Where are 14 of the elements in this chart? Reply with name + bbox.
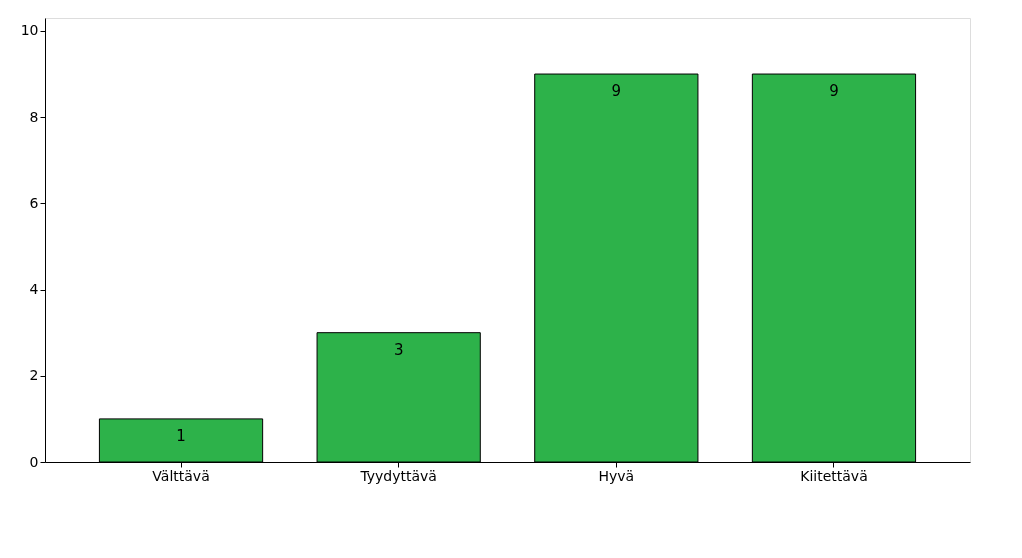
y-tick-label: 0 bbox=[29, 453, 39, 470]
data-label: 9 bbox=[829, 82, 839, 101]
x-tick-label: Kiitettävä bbox=[800, 467, 868, 484]
x-tick-label: Tyydyttävä bbox=[359, 467, 437, 484]
y-tick-label: 6 bbox=[29, 194, 39, 211]
y-tick-label: 10 bbox=[20, 22, 39, 39]
y-tick-label: 4 bbox=[29, 281, 39, 298]
x-tick-label: Hyvä bbox=[598, 467, 635, 484]
data-label: 3 bbox=[393, 340, 404, 359]
x-tick-label: Välttävä bbox=[152, 467, 210, 484]
data-label: 9 bbox=[611, 82, 622, 101]
y-tick-label: 2 bbox=[29, 367, 39, 384]
y-tick-label: 8 bbox=[29, 108, 39, 125]
data-label: 1 bbox=[176, 426, 186, 445]
